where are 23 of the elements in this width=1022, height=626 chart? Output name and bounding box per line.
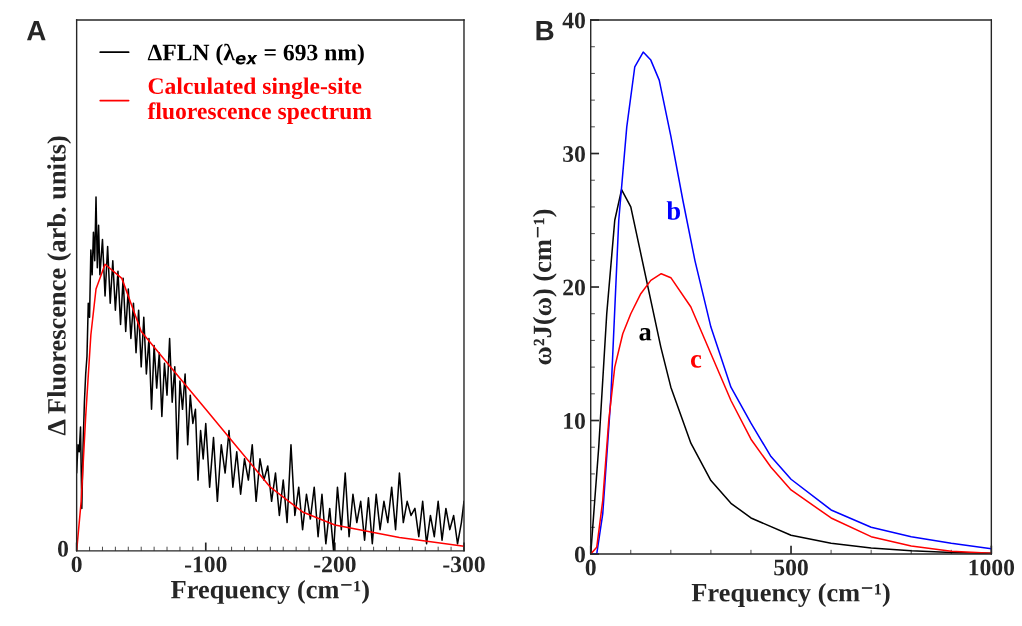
y-tick-label: 30 — [563, 146, 585, 162]
y-tick-label: 20 — [563, 279, 585, 296]
text: 0 — [58, 540, 68, 557]
x-tick-label: -300 — [443, 556, 485, 573]
annotation: c — [690, 355, 702, 368]
chart-title: B — [536, 21, 554, 41]
x-tick-label: -100 — [184, 556, 227, 573]
annotation: a — [639, 327, 652, 341]
x-tick-label: 500 — [774, 559, 808, 576]
x-axis-title: Frequency (cm⁻¹) — [691, 583, 890, 608]
x-tick-label: 0 — [585, 559, 596, 576]
y-axis-title: Δ Fluorescence (arb. units) — [47, 136, 72, 436]
x-tick-label: 1000 — [969, 559, 1015, 576]
annotation: b — [666, 201, 681, 220]
chart-title: A — [26, 21, 46, 41]
legend-label: Calculated single-site fluorescence spectrum — [147, 77, 372, 124]
legend-label: ΔFLN (λ$_{ex}$ = 693 nm) — [147, 43, 364, 66]
y-tick-label: 10 — [564, 413, 585, 429]
x-axis-title: Frequency (cm⁻¹) — [171, 579, 369, 604]
y-tick-label: 40 — [562, 12, 585, 29]
x-tick-label: -200 — [314, 556, 356, 573]
x-tick-label: 0 — [71, 556, 82, 573]
y-axis-title: ω²J(ω) (cm⁻¹) — [532, 209, 557, 365]
